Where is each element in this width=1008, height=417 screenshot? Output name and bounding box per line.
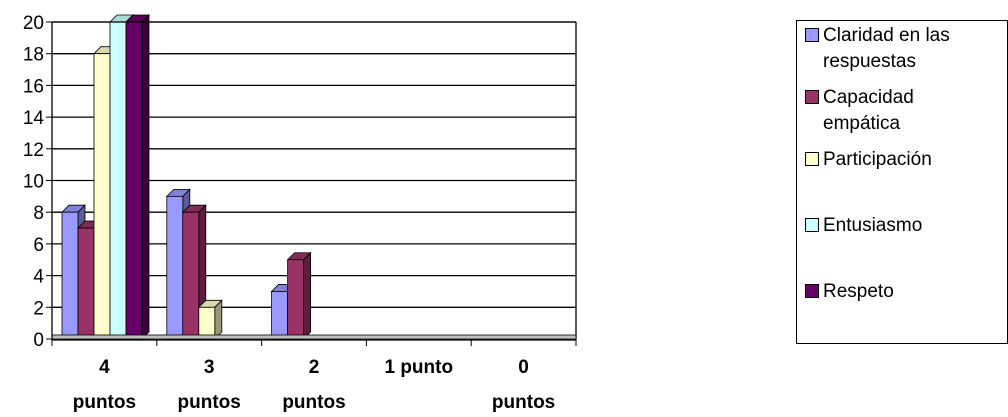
bar-front — [166, 195, 184, 340]
y-tick-label: 2 — [33, 298, 44, 319]
x-tick-label: 3 puntos — [178, 357, 241, 413]
bar-side — [214, 299, 223, 340]
x-tick-labels: 4 puntos 3 puntos 2 puntos 1 punto 0 puntos — [73, 357, 556, 413]
legend-swatch — [805, 28, 819, 42]
legend-label: Respeto — [823, 281, 894, 302]
bar — [197, 299, 223, 340]
legend-label: Capacidad empática — [823, 87, 914, 134]
bar-front — [287, 259, 305, 340]
y-tick-label: 8 — [33, 203, 44, 224]
axes — [46, 21, 577, 346]
bar — [286, 251, 312, 340]
legend-swatch — [805, 152, 819, 166]
bar-front — [125, 21, 143, 340]
legend-label: Entusiasmo — [823, 215, 923, 236]
y-tick-label: 16 — [23, 76, 44, 97]
y-tick-label: 6 — [33, 235, 44, 256]
legend-label: Participación — [823, 149, 932, 170]
bar-front — [93, 53, 111, 340]
legend-swatch — [805, 90, 819, 104]
x-tick-label: 2 puntos — [282, 357, 345, 413]
bars — [61, 14, 569, 340]
bar-front — [271, 291, 289, 340]
bar-chart: 0 2 4 6 8 10 12 14 16 18 20 4 puntos 3 puntos 2 puntos 1… — [23, 13, 577, 413]
y-tick-label: 12 — [23, 140, 44, 161]
bar-front — [182, 211, 200, 340]
y-tick-label: 20 — [23, 13, 44, 34]
bar-front — [109, 21, 127, 340]
legend-item-claridad: Claridad en las respuestas — [805, 23, 1008, 75]
legend-swatch — [805, 284, 819, 298]
y-tick-label: 14 — [23, 108, 45, 129]
x-tick-label: 4 puntos — [73, 357, 136, 413]
legend-item-capacidad: Capacidad empática — [805, 85, 1008, 137]
bar-side — [141, 14, 150, 340]
legend: Claridad en las respuestas Capacidad emp… — [796, 20, 1008, 344]
bar-side — [303, 251, 312, 340]
legend-item-entusiasmo: Entusiasmo — [805, 213, 1008, 239]
bar-front — [61, 211, 79, 340]
legend-label: Claridad en las respuestas — [823, 25, 950, 72]
y-tick-label: 4 — [33, 267, 44, 288]
x-tick-label: 0 puntos — [492, 357, 555, 413]
y-tick-label: 0 — [33, 330, 44, 351]
legend-item-respeto: Respeto — [805, 279, 1008, 305]
x-tick-label: 1 punto — [384, 357, 453, 378]
y-tick-label: 10 — [23, 172, 44, 193]
legend-item-participacion: Participación — [805, 147, 1008, 173]
bar-front — [77, 227, 95, 340]
y-tick-labels: 0 2 4 6 8 10 12 14 16 18 20 — [23, 13, 45, 351]
bar — [125, 14, 150, 340]
y-tick-label: 18 — [23, 45, 44, 66]
legend-swatch — [805, 218, 819, 232]
plot-floor — [51, 334, 577, 340]
bar-front — [198, 306, 216, 340]
